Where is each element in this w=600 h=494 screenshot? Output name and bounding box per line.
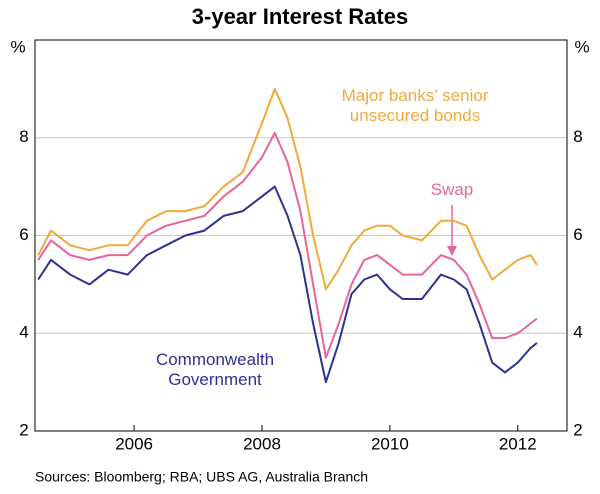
y2-axis-label: % — [574, 37, 589, 56]
series-line — [37, 87, 538, 291]
chart-title: 3-year Interest Rates — [192, 4, 408, 29]
plot-frame — [34, 39, 568, 432]
source: Sources: Bloomberg; RBA; UBS AG, Austral… — [35, 469, 368, 485]
y-axis-label: % — [10, 37, 25, 56]
y-tick-label: 8 — [19, 127, 28, 146]
y2-tick-label: 8 — [573, 127, 582, 146]
y-tick-label: 2 — [19, 420, 28, 439]
series-label: Commonwealth Government — [155, 350, 275, 389]
y2-tick-label: 2 — [573, 420, 582, 439]
y-tick-label: 6 — [19, 225, 28, 244]
y2-tick-label: 4 — [573, 323, 582, 342]
series-line — [37, 185, 538, 384]
y2-tick-label: 6 — [573, 225, 582, 244]
series-line — [37, 131, 538, 359]
series-label: Major banks’ senior unsecured bonds — [341, 86, 489, 125]
x-tick-label: 2012 — [499, 434, 537, 453]
x-tick-label: 2006 — [115, 434, 153, 453]
series-label: Swap — [430, 180, 474, 199]
y-tick-label: 4 — [19, 323, 28, 342]
x-tick-label: 2010 — [371, 434, 409, 453]
x-tick-label: 2008 — [243, 434, 281, 453]
annotation-arrowhead — [447, 246, 457, 256]
